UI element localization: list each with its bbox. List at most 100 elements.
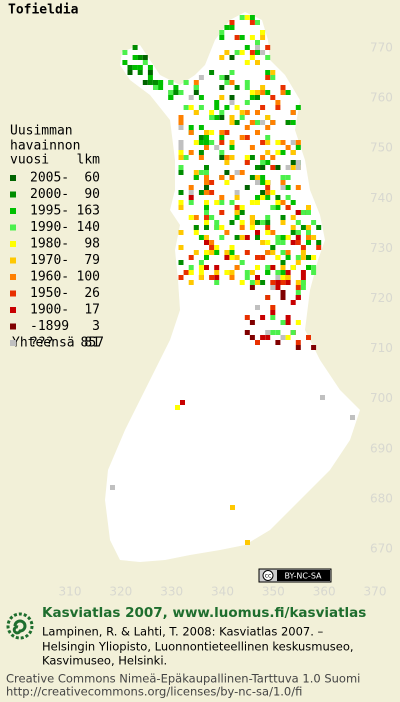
map-dot	[234, 215, 240, 220]
map-dot	[265, 250, 271, 255]
map-dot	[229, 100, 235, 105]
map-dot	[219, 35, 225, 40]
map-dot	[244, 330, 250, 335]
map-dot	[270, 190, 276, 195]
legend-label: 1950-	[30, 286, 69, 301]
map-dot	[219, 195, 225, 200]
map-dot	[285, 120, 291, 125]
legend-label: 2000-	[30, 187, 69, 202]
map-dot	[265, 115, 271, 120]
map-dot	[224, 230, 230, 235]
map-dot	[153, 85, 158, 90]
map-dot	[204, 220, 209, 225]
map-dot	[244, 235, 250, 240]
map-dot	[137, 55, 143, 60]
map-dot	[295, 165, 301, 170]
map-dot	[198, 125, 204, 130]
map-dot	[178, 145, 184, 150]
map-dot	[224, 80, 230, 85]
map-dot	[219, 225, 225, 230]
map-dot	[255, 255, 260, 260]
map-dot	[249, 220, 255, 225]
map-dot	[158, 80, 164, 85]
map-dot	[229, 115, 235, 120]
map-dot	[219, 55, 225, 60]
map-dot	[275, 270, 281, 275]
finland-outline	[105, 12, 360, 562]
map-dot	[219, 235, 225, 240]
map-dot	[275, 195, 281, 200]
y-coordinate-label: 690	[370, 441, 393, 455]
map-title: Tofieldia	[8, 3, 79, 18]
map-dot	[188, 150, 194, 155]
map-dot	[224, 25, 230, 30]
map-dot	[249, 15, 255, 20]
legend-count: 79	[84, 253, 100, 268]
map-dot	[234, 120, 240, 125]
map-dot	[249, 225, 255, 230]
legend-swatch	[10, 191, 16, 198]
map-dot	[300, 210, 306, 215]
map-dot	[142, 60, 148, 65]
map-dot	[183, 270, 189, 275]
map-dot	[188, 280, 194, 285]
map-dot	[260, 160, 266, 165]
map-dot	[255, 220, 260, 225]
map-dot	[270, 310, 276, 315]
map-dot	[244, 15, 250, 20]
map-dot	[229, 70, 235, 75]
map-dot	[214, 115, 220, 120]
map-dot	[188, 270, 194, 275]
x-coordinate-label: 310	[59, 585, 82, 599]
total-label: Yhteensä	[12, 336, 75, 351]
map-dot	[275, 100, 281, 105]
map-dot	[214, 275, 220, 280]
map-dot	[229, 220, 235, 225]
map-dot	[306, 230, 311, 235]
map-dot	[255, 175, 260, 180]
map-dot	[265, 330, 271, 335]
map-dot	[265, 135, 271, 140]
map-dot	[295, 280, 301, 285]
map-dot	[311, 265, 317, 270]
y-coordinate-label: 770	[370, 41, 393, 55]
map-dot	[295, 320, 301, 325]
legend: Uusimman havainnon vuosi lkm Yhteensä 85…	[10, 124, 104, 351]
legend-count: 140	[77, 220, 100, 235]
map-dot	[275, 255, 281, 260]
x-coordinate-label: 360	[313, 585, 336, 599]
map-dot	[204, 130, 209, 135]
map-dot	[316, 245, 322, 250]
map-dot	[183, 80, 189, 85]
map-dot	[234, 265, 240, 270]
map-dot	[275, 200, 281, 205]
legend-heading: havainnon	[10, 139, 80, 154]
map-dot	[224, 105, 230, 110]
map-dot	[280, 335, 286, 340]
map-dot	[193, 170, 199, 175]
map-dot	[265, 220, 271, 225]
map-dot	[224, 250, 230, 255]
map-dot	[214, 245, 220, 250]
map-dot	[188, 190, 194, 195]
map-dot	[255, 265, 260, 270]
map-dot	[219, 130, 225, 135]
map-dot	[260, 30, 266, 35]
map-dot	[244, 45, 250, 50]
map-dot	[234, 195, 240, 200]
map-dot	[249, 200, 255, 205]
map-dot	[285, 145, 291, 150]
map-dot	[198, 270, 204, 275]
map-dot	[316, 225, 322, 230]
map-dot	[219, 95, 225, 100]
map-dot	[204, 170, 209, 175]
map-dot	[306, 205, 311, 210]
map-dot	[280, 185, 286, 190]
map-dot	[224, 270, 230, 275]
map-dot	[249, 35, 255, 40]
map-dot	[295, 185, 301, 190]
map-dot	[132, 65, 138, 70]
map-dot	[188, 105, 194, 110]
map-dot	[275, 240, 281, 245]
map-dot	[204, 205, 209, 210]
